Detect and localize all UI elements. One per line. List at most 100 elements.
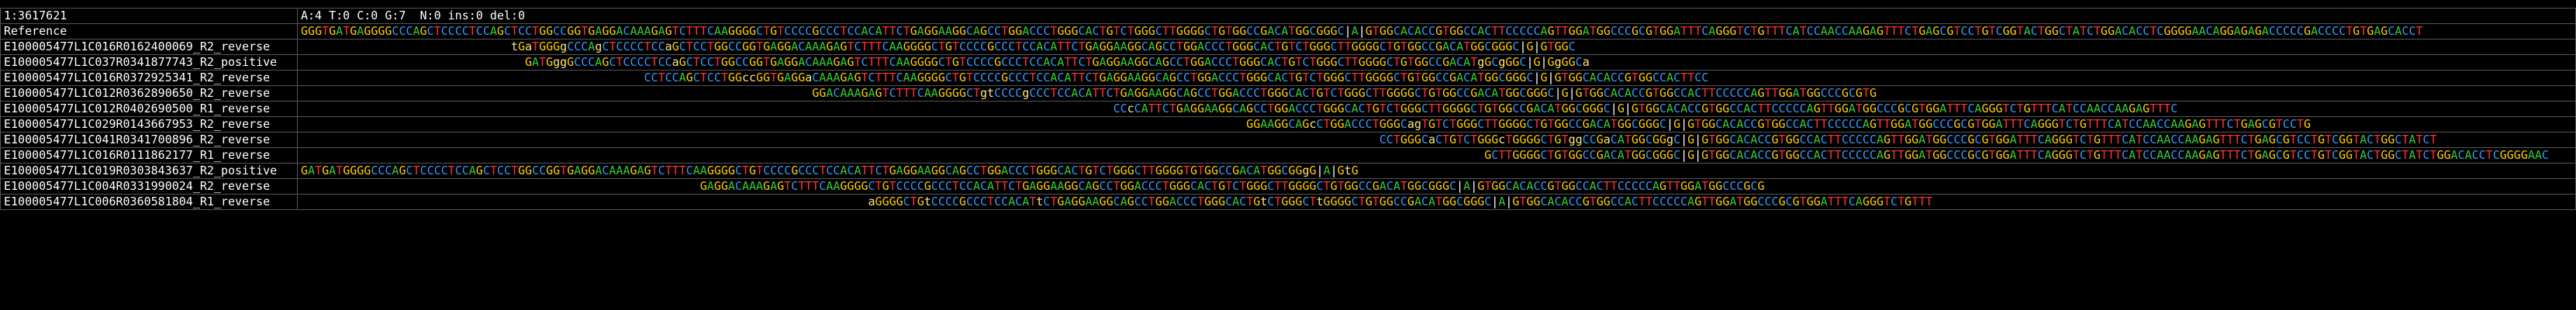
sequence-segment: GGAAGGCAGcCTGGACCCTGGGCagTGTCTGGGCTTGGGG…: [1246, 117, 1667, 132]
sequence-segment: tGaTGGGgCCCAgCTCCCCTCCaGCTCCTGGCCGGTGAGG…: [510, 40, 1520, 54]
read-sequence[interactable]: tGaTGGGgCCCAgCTCCCCTCCaGCTCCTGGCCGGTGAGG…: [297, 39, 2576, 55]
read-row: E100005477L1C006R0360581804_R1_reverse a…: [0, 194, 2576, 210]
read-name[interactable]: E100005477L1C012R0402690500_R1_reverse: [0, 101, 298, 117]
sequence-segment: GATGATGGGGCCCAGCTCCCCTCCAGCTCCTGGCCGGTGA…: [301, 164, 1317, 178]
alignment-padding: [301, 71, 644, 85]
base-stats: A:4 T:0 C:0 G:7 N:0 ins:0 del:0: [297, 8, 2576, 24]
read-row: E100005477L1C012R0362890650_R2_reverse G…: [0, 85, 2576, 102]
alignment-padding: [301, 118, 1246, 132]
variant-separator: |: [1505, 195, 1513, 209]
variant-base: G: [1561, 86, 1569, 101]
read-name[interactable]: E100005477L1C037R0341877743_R2_positive: [0, 54, 298, 71]
read-sequence[interactable]: aGGGGCTGtCCCCGCCCTCCACATtCTGAGGAAGGCAGCC…: [297, 194, 2576, 210]
sequence-segment: GtG: [1337, 164, 1359, 178]
sequence-segment: GgGGCa: [1547, 55, 1590, 70]
variant-separator: |: [1491, 195, 1499, 209]
read-sequence[interactable]: GCTTGGGGCTGTGGCCGACATGGCGGGC|G|GTGGCACAC…: [297, 147, 2576, 164]
variant-base: G: [1540, 71, 1548, 85]
read-name[interactable]: E100005477L1C019R0303843637_R2_positive: [0, 163, 298, 179]
read-row: E100005477L1C016R0111862177_R1_reverse: [0, 147, 2576, 164]
sequence-segment: GGGTGATGAGGGGCCCAGCTCCCCTCCAGCTCCTGGCCGG…: [301, 24, 1345, 39]
variant-separator: |: [1316, 164, 1324, 178]
read-sequence[interactable]: GGACAAAGAGTCTTTCAAGGGGCTgtCCCCgCCCTCCACA…: [297, 85, 2576, 102]
read-name[interactable]: E100005477L1C041R0341700896_R2_reverse: [0, 132, 298, 148]
sequence-segment: aGGGGCTGtCCCCGCCCTCCACATtCTGAGGAAGGCAGCC…: [868, 195, 1492, 209]
read-sequence[interactable]: GATGATGGGGCCCAGCTCCCCTCCAGCTCCTGGCCGGTGA…: [297, 163, 2576, 179]
read-sequence[interactable]: GAGGACAAAGAGTCTTTCAAGGGGCTGTCCCCGCCCTCCA…: [297, 178, 2576, 195]
variant-separator: |: [1344, 24, 1352, 39]
variant-separator: |: [1358, 24, 1366, 39]
position-label[interactable]: 1:3617621: [0, 8, 298, 24]
read-name[interactable]: E100005477L1C004R0331990024_R2_reverse: [0, 178, 298, 195]
sequence-segment: GTGGCACACCGTGGCCACTTCCCCCAGTTGGATGGCCCGC…: [1477, 179, 1765, 194]
read-row: E100005477L1C016R0372925341_R2_reverse C…: [0, 70, 2576, 86]
variant-base: G: [1673, 117, 1681, 132]
reference-sequence[interactable]: GGGTGATGAGGGGCCCAGCTCCCCTCCAGCTCCTGGCCGG…: [297, 23, 2576, 40]
read-row: E100005477L1C041R0341700896_R2_reverse C…: [0, 132, 2576, 148]
variant-separator: |: [1680, 148, 1688, 163]
read-sequence[interactable]: CCTGGGCaCTGTCTGGGcTGGGGCTGTggCCGaCATGGCG…: [297, 132, 2576, 148]
variant-separator: |: [1694, 133, 1702, 147]
sequence-segment: GCTTGGGGCTGTGGCCGACATGGCGGGC: [1484, 148, 1681, 163]
variant-base: G: [1687, 148, 1695, 163]
read-sequence[interactable]: GGAAGGCAGcCTGGACCCTGGGCagTGTCTGGGCTTGGGG…: [297, 116, 2576, 133]
alignment-table: 1:3617621 A:4 T:0 C:0 G:7 N:0 ins:0 del:…: [0, 8, 2576, 210]
sequence-segment: CCcCATTCTGAGGAAGGCAGCCTGGACCCTGGGCACTGTC…: [1113, 102, 1611, 116]
read-name[interactable]: E100005477L1C012R0362890650_R2_reverse: [0, 85, 298, 102]
variant-separator: |: [1456, 179, 1464, 194]
variant-separator: |: [1610, 102, 1618, 116]
sequence-segment: GTGGCACACCGTGGCCACTTCCCCCAGTTGGATGGCCCGC…: [1365, 24, 2423, 39]
read-name[interactable]: E100005477L1C016R0162400069_R2_reverse: [0, 39, 298, 55]
variant-separator: |: [1554, 86, 1562, 101]
variant-base: G: [1687, 133, 1695, 147]
read-sequence[interactable]: GATGggGCCCAGCTCCCCTCCaGCTCCTGGCCGGTGAGGA…: [297, 54, 2576, 71]
variant-base: A: [1323, 164, 1331, 178]
sequence-segment: GATGggGCCCAGCTCCCCTCCaGCTCCTGGCCGGTGAGGA…: [524, 55, 1527, 70]
sequence-segment: GTGGCACACCGTGGCCACTTCCCCCAGTTGGATGGCCCGC…: [1687, 117, 2311, 132]
sequence-segment: GTGGCACACCGTGGCCACTTCCCCCAGTTGGATGGCCCGC…: [1575, 86, 1877, 101]
sequence-segment: CCTGGGCaCTGTCTGGGcTGGGGCTGTggCCGaCATGGCG…: [1379, 133, 1681, 147]
variant-base: G: [1617, 102, 1625, 116]
variant-separator: |: [1533, 40, 1541, 54]
read-name[interactable]: E100005477L1C029R0143667953_R2_reverse: [0, 116, 298, 133]
read-row: E100005477L1C019R0303843637_R2_positive G…: [0, 163, 2576, 179]
read-name[interactable]: E100005477L1C006R0360581804_R1_reverse: [0, 194, 298, 210]
read-sequence[interactable]: CCcCATTCTGAGGAAGGCAGCCTGGACCCTGGGCACTGTC…: [297, 101, 2576, 117]
read-row: E100005477L1C016R0162400069_R2_reverse t…: [0, 39, 2576, 55]
variant-separator: |: [1470, 179, 1478, 194]
sequence-segment: GTGGCACACCGTGGCCACTTCCCCCAGTTGGATGGCCCGC…: [1512, 195, 1933, 209]
sequence-segment: GTGGCACACCGTGGCCACTTCCCCCAGTTGGATGGCCCGC…: [1701, 133, 2437, 147]
sequence-segment: GTGGCACACCGTGGCCACTTCC: [1554, 71, 1709, 85]
sequence-segment: GTGGCACACCGTGGCCACTTCCCCCAGTTGGATGGCCCGC…: [1631, 102, 2178, 116]
read-name[interactable]: E100005477L1C016R0372925341_R2_reverse: [0, 70, 298, 86]
alignment-padding: [301, 180, 700, 194]
variant-separator: |: [1666, 117, 1674, 132]
read-name[interactable]: E100005477L1C016R0111862177_R1_reverse: [0, 147, 298, 164]
sequence-segment: CCTCCAGCTCCTGGccGGTGAGGaCAAAGAGTCTTTCAAG…: [644, 71, 1534, 85]
read-row: E100005477L1C037R0341877743_R2_positive …: [0, 54, 2576, 71]
variant-separator: |: [1547, 71, 1555, 85]
read-sequence[interactable]: CCTCCAGCTCCTGGccGGTGAGGaCAAAGAGTCTTTCAAG…: [297, 70, 2576, 86]
alignment-padding: [301, 195, 868, 209]
alignment-body: 1:3617621 A:4 T:0 C:0 G:7 N:0 ins:0 del:…: [0, 8, 2576, 210]
read-row: E100005477L1C012R0402690500_R1_reverse C…: [0, 101, 2576, 117]
sequence-segment: GGACAAAGAGTCTTTCAAGGGGCTgtCCCCgCCCTCCACA…: [812, 86, 1555, 101]
variant-base: A: [1351, 24, 1359, 39]
sequence-segment: GTGGC: [1540, 40, 1576, 54]
variant-separator: |: [1680, 133, 1688, 147]
variant-base: A: [1463, 179, 1471, 194]
variant-separator: |: [1519, 40, 1527, 54]
alignment-padding: [301, 133, 1380, 147]
header-row: 1:3617621 A:4 T:0 C:0 G:7 N:0 ins:0 del:…: [0, 8, 2576, 24]
variant-base: G: [1533, 55, 1541, 70]
variant-base: A: [1498, 195, 1506, 209]
reference-label[interactable]: Reference: [0, 23, 298, 40]
alignment-padding: [301, 149, 1484, 163]
variant-base: G: [1526, 40, 1534, 54]
alignment-padding: [301, 102, 1114, 116]
variant-separator: |: [1540, 55, 1548, 70]
alignment-padding: [301, 56, 525, 70]
variant-separator: |: [1330, 164, 1338, 178]
variant-separator: |: [1568, 86, 1576, 101]
alignment-padding: [301, 40, 511, 54]
